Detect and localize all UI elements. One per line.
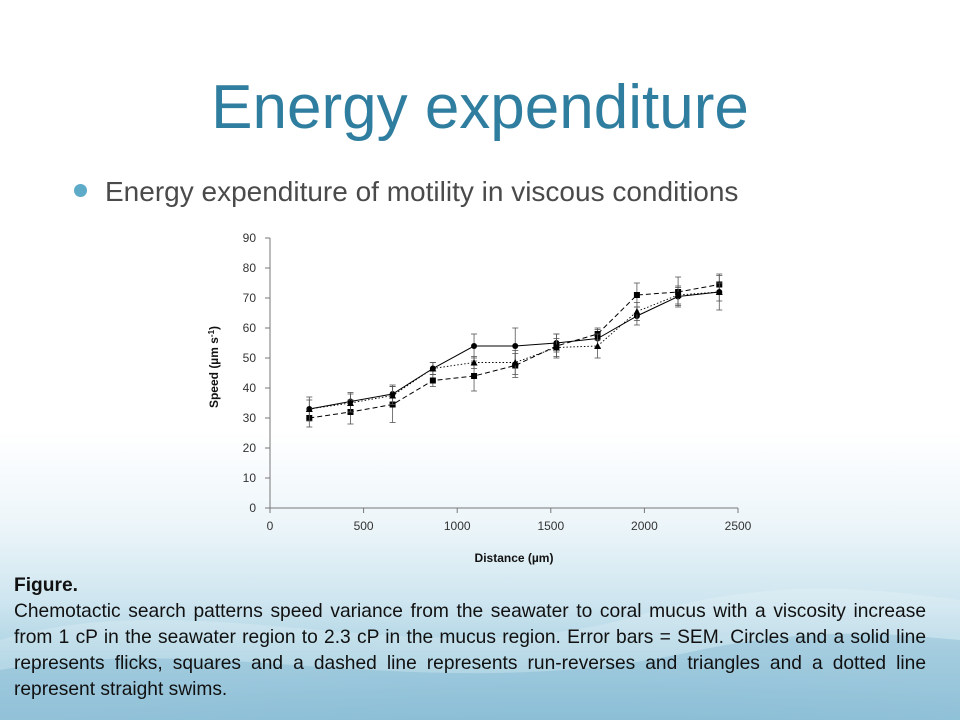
y-axis-label-main: Speed (µm s xyxy=(207,337,221,408)
data-point-triangle xyxy=(346,399,354,406)
bullet-text: Energy expenditure of motility in viscou… xyxy=(105,176,739,207)
x-tick-label: 2000 xyxy=(631,519,658,533)
slide-title: Energy expenditure xyxy=(211,73,749,142)
data-point-triangle xyxy=(674,291,682,298)
y-tick-label: 80 xyxy=(243,261,257,275)
y-axis-label-end: ) xyxy=(207,326,221,330)
y-tick-label: 0 xyxy=(249,501,256,515)
y-tick-label: 10 xyxy=(243,471,257,485)
y-tick-label: 40 xyxy=(243,381,257,395)
data-point-triangle xyxy=(511,359,519,366)
caption-heading: Figure. xyxy=(14,575,78,596)
data-point-triangle xyxy=(594,342,602,349)
series-square-dashed xyxy=(306,275,723,428)
data-point-square xyxy=(633,292,640,298)
y-tick-label: 20 xyxy=(243,441,257,455)
x-tick-label: 0 xyxy=(267,519,274,533)
bullet-dot-icon xyxy=(74,184,87,197)
data-point-triangle xyxy=(470,359,478,366)
series-line xyxy=(309,291,720,410)
chart-axes: 0 10 20 30 40 50 60 70 80 90 0 500 1000 1500 2000 2500 xyxy=(243,231,752,533)
x-axis-label: Distance (µm) xyxy=(475,551,554,565)
data-point-square xyxy=(471,373,478,379)
y-tick-label: 50 xyxy=(243,351,257,365)
x-tick-label: 500 xyxy=(354,519,374,533)
data-point-triangle xyxy=(429,365,437,372)
series-line xyxy=(309,284,720,419)
data-point-triangle xyxy=(633,308,641,315)
data-point-circle xyxy=(471,343,478,349)
decorative-wave xyxy=(0,588,960,720)
y-tick-label: 30 xyxy=(243,411,257,425)
chart-series-layer xyxy=(305,273,723,428)
data-point-circle xyxy=(512,343,519,349)
caption-body: Chemotactic search patterns speed varian… xyxy=(14,601,926,700)
series-triangle-dotted xyxy=(305,282,723,422)
data-point-triangle xyxy=(389,392,397,399)
y-tick-label: 60 xyxy=(243,321,257,335)
y-tick-label: 70 xyxy=(243,291,257,305)
x-tick-label: 1500 xyxy=(537,519,564,533)
data-point-triangle xyxy=(552,344,560,351)
x-tick-label: 1000 xyxy=(444,519,471,533)
figure-caption: Figure. Chemotactic search patterns spee… xyxy=(14,573,926,703)
data-point-square xyxy=(429,377,436,384)
y-axis-label-sup: -1 xyxy=(207,329,216,337)
x-tick-label: 2500 xyxy=(725,519,752,533)
y-tick-label: 90 xyxy=(243,231,257,245)
y-axis-label: Speed (µm s-1) xyxy=(207,326,222,408)
data-point-triangle xyxy=(305,405,313,412)
series-circle-solid xyxy=(306,273,723,419)
data-point-triangle xyxy=(715,288,723,295)
